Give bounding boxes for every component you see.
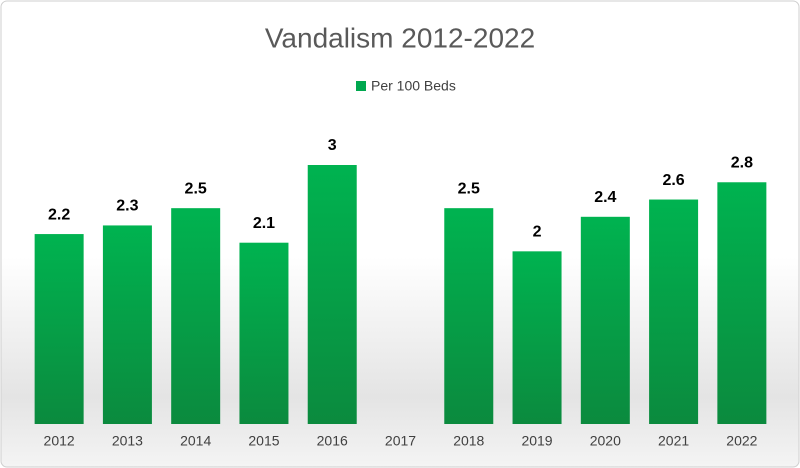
data-label: 3 bbox=[328, 137, 337, 154]
bar bbox=[171, 208, 221, 424]
x-tick-label: 2020 bbox=[590, 433, 621, 449]
legend-swatch bbox=[356, 81, 366, 91]
bar bbox=[102, 225, 152, 424]
x-tick-label: 2017 bbox=[385, 433, 416, 449]
x-tick-label: 2019 bbox=[521, 433, 552, 449]
bar bbox=[649, 199, 699, 424]
data-label: 2.5 bbox=[185, 180, 207, 197]
bar bbox=[239, 242, 289, 424]
bar bbox=[444, 208, 494, 424]
bar bbox=[580, 216, 630, 424]
x-tick-label: 2015 bbox=[248, 433, 279, 449]
data-label: 2 bbox=[533, 224, 542, 241]
data-label: 2.1 bbox=[253, 215, 275, 232]
x-tick-label: 2018 bbox=[453, 433, 484, 449]
x-tick-label: 2013 bbox=[112, 433, 143, 449]
chart-title: Vandalism 2012-2022 bbox=[265, 22, 535, 53]
x-tick-label: 2012 bbox=[44, 433, 75, 449]
data-label: 2.3 bbox=[116, 198, 138, 215]
bar bbox=[307, 165, 357, 424]
data-label: 2.8 bbox=[731, 154, 753, 171]
bar bbox=[34, 234, 84, 424]
x-tick-label: 2022 bbox=[726, 433, 757, 449]
data-label: 2.2 bbox=[48, 206, 70, 223]
data-label: 2.5 bbox=[458, 180, 480, 197]
data-label: 2.6 bbox=[662, 172, 684, 189]
data-label: 2.4 bbox=[594, 189, 616, 206]
x-tick-label: 2014 bbox=[180, 433, 211, 449]
bar bbox=[717, 182, 767, 424]
bar bbox=[512, 251, 562, 424]
legend-label: Per 100 Beds bbox=[371, 78, 456, 94]
x-tick-label: 2016 bbox=[317, 433, 348, 449]
x-tick-label: 2021 bbox=[658, 433, 689, 449]
